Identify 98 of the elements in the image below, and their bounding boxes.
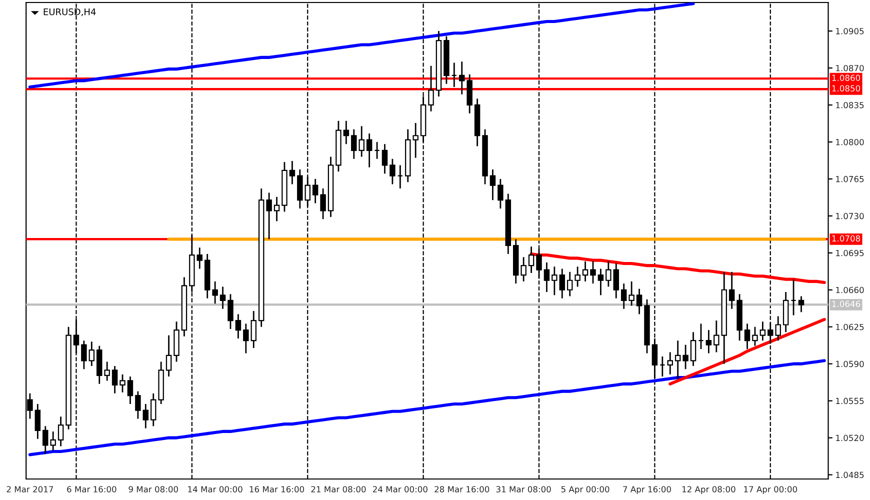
- candlestick: [250, 310, 256, 349]
- candlestick: [459, 60, 465, 96]
- x-tick-label: 16 Mar 16:00: [250, 486, 304, 492]
- candlestick: [698, 322, 704, 350]
- candlestick: [428, 65, 434, 112]
- candlestick: [374, 141, 380, 160]
- candlestick: [88, 340, 95, 367]
- candlestick: [58, 416, 64, 447]
- candlestick: [598, 268, 604, 296]
- candlestick: [220, 286, 226, 310]
- candlestick: [760, 320, 766, 342]
- y-tick-label: 1.0485: [836, 472, 864, 478]
- candlestick: [104, 361, 110, 382]
- ref-line-label: 1.0850: [832, 85, 860, 92]
- candlestick: [498, 178, 504, 210]
- candlestick: [382, 143, 388, 174]
- candlestick: [566, 271, 573, 297]
- candlestick: [243, 322, 249, 354]
- y-tick-label: 1.0555: [836, 398, 864, 404]
- x-tick-label: 17 Apr 00:00: [744, 486, 798, 494]
- candlestick: [397, 164, 404, 190]
- candlestick: [135, 390, 141, 420]
- candlestick: [674, 340, 681, 380]
- candlestick: [266, 192, 272, 240]
- candlestick: [81, 340, 87, 370]
- x-tick-label: 24 Mar 00:00: [372, 486, 428, 492]
- candlestick: [574, 266, 580, 288]
- candlestick: [120, 374, 126, 394]
- candlestick: [728, 271, 735, 310]
- x-tick-label: 9 Mar 08:00: [128, 486, 178, 492]
- y-tick-label: 1.0905: [836, 28, 864, 34]
- candlestick: [127, 376, 134, 405]
- candlestick: [212, 280, 218, 304]
- candlestick: [235, 313, 242, 340]
- y-tick-label: 1.0625: [836, 324, 864, 330]
- candlestick: [112, 365, 118, 394]
- line-series: [28, 2, 695, 89]
- candlestick: [660, 356, 666, 378]
- candlestick: [343, 120, 350, 145]
- candlestick: [744, 322, 750, 350]
- candlestick: [667, 352, 673, 376]
- y-tick-label: 1.0835: [836, 102, 864, 108]
- y-tick-label: 1.0660: [836, 286, 864, 294]
- candlestick: [390, 158, 396, 185]
- candlestick: [34, 403, 41, 440]
- candlestick: [620, 282, 627, 310]
- ref-line-label: 1.0860: [832, 74, 860, 81]
- candlestick: [366, 132, 372, 168]
- candlestick: [320, 188, 326, 220]
- candlestick: [166, 334, 172, 378]
- ref-line-label: 1.0646: [832, 300, 860, 308]
- candlestick: [798, 296, 804, 313]
- candlestick: [590, 260, 596, 284]
- candlestick: [559, 268, 566, 300]
- candlestick: [196, 246, 203, 270]
- candlestick: [544, 262, 550, 293]
- candlestick: [150, 392, 156, 427]
- candlestick: [628, 280, 634, 306]
- x-tick-label: 6 Mar 16:00: [67, 486, 116, 492]
- x-tick-label: 21 Mar 08:00: [311, 486, 366, 492]
- x-tick-label: 2 Mar 2017: [6, 486, 54, 492]
- line-series: [530, 252, 826, 284]
- candlestick: [790, 278, 796, 316]
- y-tick-label: 1.0695: [836, 250, 864, 256]
- y-tick-label: 1.0730: [836, 212, 864, 220]
- y-tick-label: 1.0800: [836, 138, 864, 146]
- line-series: [668, 318, 826, 386]
- candlestick: [274, 196, 280, 222]
- x-tick-label: 12 Apr 08:00: [682, 486, 736, 494]
- y-tick-label: 1.0590: [836, 360, 864, 368]
- candlestick: [682, 344, 688, 370]
- y-tick-label: 1.0520: [836, 434, 864, 442]
- candlestick: [552, 266, 558, 296]
- candlestick: [582, 260, 588, 282]
- candlestick: [706, 329, 712, 354]
- candlestick: [228, 293, 234, 330]
- candlestick: [690, 331, 696, 367]
- x-tick-label: 7 Apr 16:00: [623, 486, 671, 494]
- ref-line-label: 1.0708: [832, 235, 860, 242]
- candlestick: [752, 326, 758, 347]
- candlestick: [606, 260, 612, 288]
- candlestick: [520, 256, 526, 282]
- x-tick-label: 31 Mar 08:00: [496, 486, 551, 492]
- y-tick-label: 1.0870: [836, 64, 864, 72]
- candlestick: [613, 262, 620, 300]
- candlestick: [490, 168, 496, 201]
- text: EURUSD,H4: [44, 8, 96, 16]
- candlestick: [142, 403, 149, 429]
- y-tick-label: 1.0765: [836, 176, 864, 182]
- candlestick: [312, 178, 318, 204]
- candlestick: [528, 246, 534, 274]
- x-tick-label: 28 Mar 16:00: [434, 486, 490, 492]
- x-tick-label: 14 Mar 00:00: [188, 486, 242, 492]
- line-series: [28, 359, 826, 456]
- candlestick: [636, 288, 642, 315]
- x-tick-label: 5 Apr 00:00: [561, 486, 610, 494]
- candlestick: [289, 160, 296, 185]
- candlestick: [451, 62, 458, 88]
